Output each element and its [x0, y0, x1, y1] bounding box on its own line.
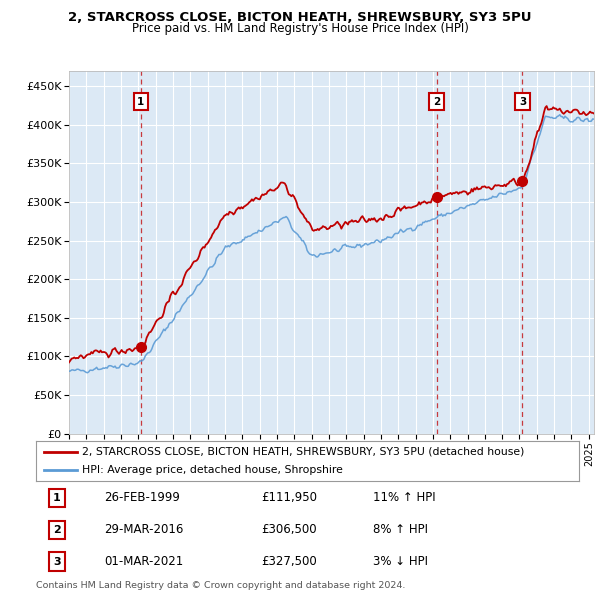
- Text: 2: 2: [433, 97, 440, 107]
- Text: 3% ↓ HPI: 3% ↓ HPI: [373, 555, 428, 568]
- Text: 2, STARCROSS CLOSE, BICTON HEATH, SHREWSBURY, SY3 5PU (detached house): 2, STARCROSS CLOSE, BICTON HEATH, SHREWS…: [82, 447, 524, 457]
- Text: £306,500: £306,500: [262, 523, 317, 536]
- Text: 3: 3: [519, 97, 526, 107]
- Text: 1: 1: [53, 493, 61, 503]
- Text: HPI: Average price, detached house, Shropshire: HPI: Average price, detached house, Shro…: [82, 465, 343, 475]
- Text: 3: 3: [53, 557, 61, 566]
- Text: £327,500: £327,500: [262, 555, 317, 568]
- Text: 11% ↑ HPI: 11% ↑ HPI: [373, 491, 435, 504]
- Text: 2: 2: [53, 525, 61, 535]
- Text: Contains HM Land Registry data © Crown copyright and database right 2024.: Contains HM Land Registry data © Crown c…: [36, 581, 406, 589]
- Text: 8% ↑ HPI: 8% ↑ HPI: [373, 523, 428, 536]
- Text: 01-MAR-2021: 01-MAR-2021: [104, 555, 183, 568]
- Text: Price paid vs. HM Land Registry's House Price Index (HPI): Price paid vs. HM Land Registry's House …: [131, 22, 469, 35]
- Text: £111,950: £111,950: [262, 491, 317, 504]
- Text: 29-MAR-2016: 29-MAR-2016: [104, 523, 183, 536]
- Text: 2, STARCROSS CLOSE, BICTON HEATH, SHREWSBURY, SY3 5PU: 2, STARCROSS CLOSE, BICTON HEATH, SHREWS…: [68, 11, 532, 24]
- Text: 26-FEB-1999: 26-FEB-1999: [104, 491, 180, 504]
- Text: 1: 1: [137, 97, 145, 107]
